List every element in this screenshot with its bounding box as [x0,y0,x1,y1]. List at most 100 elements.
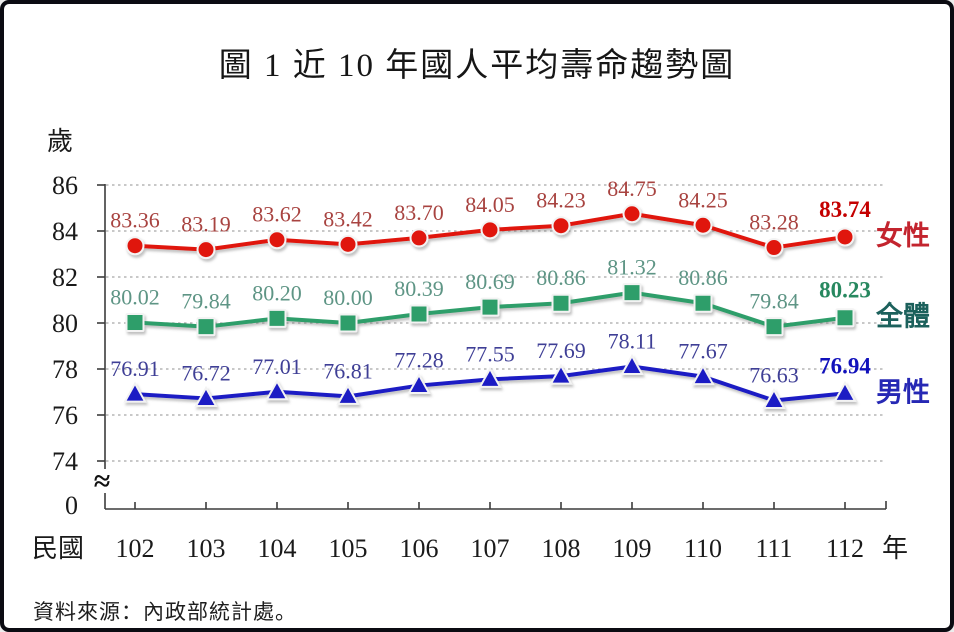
overall-value-label: 80.20 [252,280,302,305]
male-data-point [336,383,360,405]
series-female-labels: 83.36 83.19 83.62 83.42 83.70 84.05 84.23 84.75… [110,176,871,237]
overall-data-point [125,313,145,333]
legend-overall: 全體 [875,301,930,332]
y-tick-label: 84 [52,217,78,246]
overall-value-label: 80.23 [819,278,871,303]
male-value-label: 77.67 [678,339,728,364]
x-tick-label: 104 [258,534,297,563]
overall-data-point [480,297,500,317]
overall-data-point [551,293,571,313]
x-tick-label: 105 [329,534,368,563]
female-data-point [196,240,216,260]
x-tick-label: 106 [400,534,439,563]
y-tick-label: 78 [52,355,78,384]
male-value-label: 76.81 [323,358,373,383]
female-value-label: 84.75 [607,176,657,201]
overall-value-label: 80.69 [465,269,515,294]
male-value-label: 77.69 [536,338,586,363]
x-tick-label: 112 [826,534,864,563]
male-data-point [762,387,786,410]
series-female [125,204,855,260]
series-male [123,353,857,410]
series-overall-labels: 80.02 79.84 80.20 80.00 80.39 80.69 80.86 81.32… [110,255,871,314]
overall-value-label: 81.32 [607,255,657,280]
legend-female: 女性 [876,220,930,251]
overall-data-point [622,283,642,303]
female-value-label: 84.23 [536,188,586,213]
overall-value-label: 80.86 [536,265,586,290]
overall-value-label: 79.84 [749,289,799,314]
overall-data-point [764,317,784,337]
male-value-label: 77.28 [394,348,444,373]
overall-value-label: 80.86 [678,265,728,290]
male-data-point [478,366,502,388]
overall-data-point [338,313,358,333]
male-data-point [265,379,289,401]
female-data-point [409,228,429,248]
female-value-label: 83.28 [749,210,799,235]
y-zero-label: 0 [65,491,78,520]
female-value-label: 83.70 [394,200,444,225]
x-tick-label: 102 [116,534,155,563]
female-value-label: 83.36 [110,208,160,233]
x-axis-labels: 民國 102 103 104 105 106 107 108 109 110 111 112 年 [32,534,908,563]
x-tick-label: 108 [542,534,581,563]
male-data-point [549,363,573,385]
female-data-point [551,216,571,236]
female-data-point [125,236,145,256]
legend-male: 男性 [876,377,930,407]
x-suffix-label: 年 [882,534,908,563]
x-tick-label: 107 [471,534,510,563]
male-data-point [691,364,715,386]
x-tick-label: 103 [187,534,226,563]
y-tick-label: 74 [52,447,78,476]
overall-value-label: 80.00 [323,285,373,310]
male-value-label: 77.55 [465,341,515,366]
overall-data-point [693,293,713,313]
male-value-label: 76.94 [819,353,871,378]
female-value-label: 84.05 [465,192,515,217]
male-value-label: 78.11 [608,328,657,353]
y-tick-label: 76 [52,401,78,430]
axis-break-icon: ≈ [94,465,110,498]
female-data-point [622,204,642,224]
x-tick-label: 109 [613,534,652,563]
female-data-point [764,238,784,258]
male-data-point [407,373,431,395]
female-value-label: 83.62 [252,202,302,227]
chart-title: 圖 1 近 10 年國人平均壽命趨勢圖 [218,48,736,84]
y-unit-label: 歲 [47,127,73,156]
male-value-label: 76.72 [181,360,231,385]
overall-value-label: 80.39 [394,276,444,301]
male-value-label: 77.01 [252,354,302,379]
axis-break-gap [99,469,111,493]
female-value-label: 83.19 [181,212,231,237]
male-data-point [194,385,218,407]
overall-data-point [835,308,855,328]
y-tick-label: 86 [52,171,78,200]
gridlines [106,184,886,462]
male-data-point [620,353,644,375]
overall-data-point [409,304,429,324]
axes [97,184,887,510]
female-value-label: 83.74 [819,197,871,222]
x-tick-label: 111 [755,534,792,563]
x-tick-label: 110 [684,534,722,563]
male-value-label: 76.63 [749,363,799,388]
male-data-point [123,381,147,403]
female-data-point [338,234,358,254]
y-axis-labels: 86 84 82 80 78 76 74 0 歲 [47,127,78,520]
series-male-labels: 76.91 76.72 77.01 76.81 77.28 77.55 77.69 78.11… [110,328,871,387]
overall-value-label: 79.84 [181,289,231,314]
x-prefix-label: 民國 [32,534,84,563]
female-value-label: 84.25 [678,187,728,212]
female-data-point [480,220,500,240]
female-value-label: 83.42 [323,206,373,231]
series-overall [125,283,855,337]
female-data-point [693,215,713,235]
male-value-label: 76.91 [110,356,160,381]
male-data-point [833,380,857,402]
